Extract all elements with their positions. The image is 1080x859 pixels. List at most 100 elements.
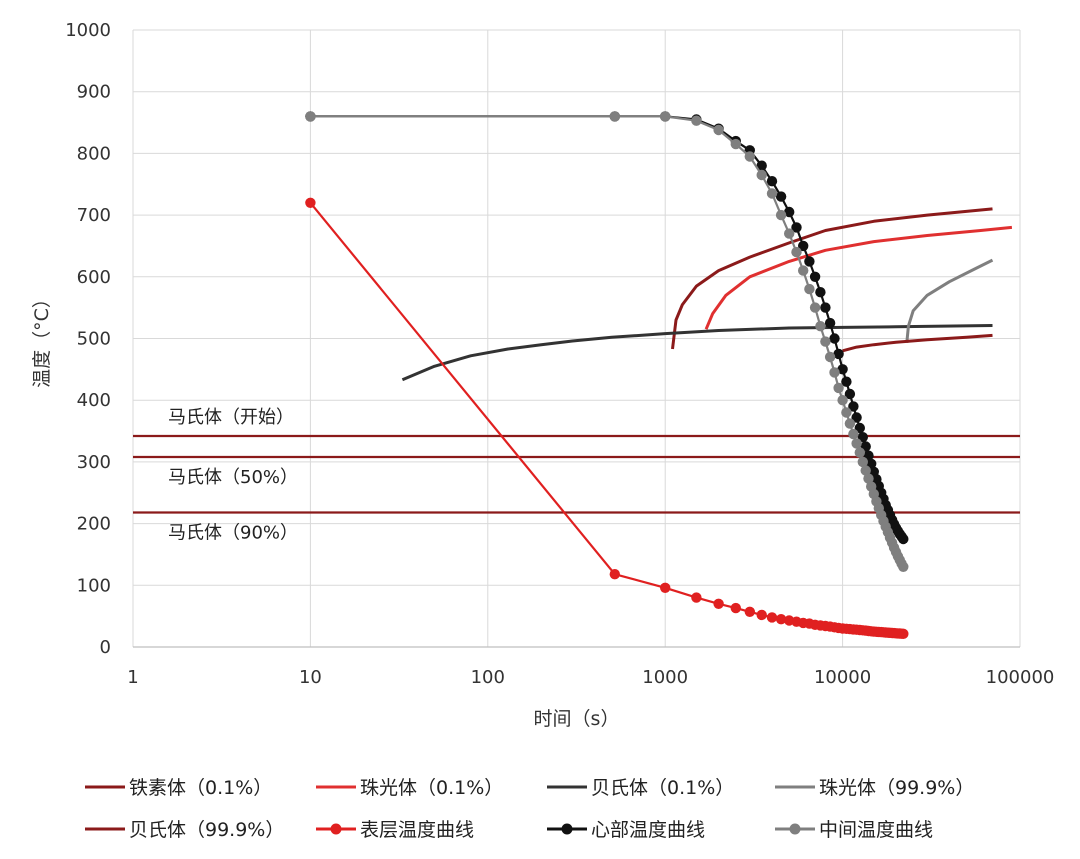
data-point [837,364,848,375]
data-point [851,438,862,449]
series-line [671,207,993,350]
data-point [844,418,856,429]
reference-line-label: 马氏体（90%） [168,522,298,543]
x-tick-label: 10000 [814,667,871,688]
legend-item: 表层温度曲线 [316,819,474,841]
data-point [820,302,831,313]
y-tick-label: 0 [100,637,111,658]
data-point [841,407,852,418]
data-point [609,569,620,580]
legend-item: 中间温度曲线 [775,819,933,841]
data-point [833,382,844,394]
data-point [824,317,836,329]
data-point [798,265,809,276]
data-point [305,197,316,208]
data-point [691,115,702,126]
data-point [804,256,815,267]
series-line [704,225,1013,330]
data-point [784,228,795,239]
legend-marker [330,823,342,835]
legend-label: 贝氏体（0.1%） [591,777,734,799]
series [305,111,909,545]
data-point [829,367,840,378]
x-tick-label: 100 [471,667,505,688]
legend-label: 心部温度曲线 [591,819,705,841]
y-tick-label: 400 [77,390,111,411]
data-point [837,395,848,406]
x-tick-label: 1000 [642,667,688,688]
legend-label: 铁素体（0.1%） [129,777,272,799]
data-point [804,283,815,295]
y-tick-label: 200 [77,514,111,535]
data-point [854,447,865,458]
y-tick-label: 100 [77,575,111,596]
data-point [660,582,671,593]
data-point [848,401,859,412]
data-point [775,209,787,221]
data-point [898,561,909,572]
data-point [744,151,755,162]
data-point [898,533,909,545]
legend-item: 珠光体（99.9%） [775,777,974,799]
legend: 铁素体（0.1%） 珠光体（0.1%） 贝氏体（0.1%） 珠光体（99.9%） 贝氏体… [85,777,974,841]
data-point [863,473,874,484]
series-layer [305,111,1013,639]
series-line [905,258,994,343]
data-point [730,602,741,614]
data-point [766,612,778,623]
series-line [842,333,993,353]
data-point [775,614,787,625]
reference-lines: 马氏体（开始） 马氏体（50%） 马氏体（90%） [133,407,1020,543]
x-axis-title: 时间（s） [534,708,620,730]
data-point [798,240,809,252]
legend-label: 中间温度曲线 [819,819,933,841]
data-point [844,388,856,400]
y-axis-title: 温度（°C） [31,289,53,388]
data-point [756,609,767,621]
legend-label: 贝氏体（99.9%） [129,819,284,841]
data-point [809,302,821,313]
data-point [848,428,859,440]
data-point [756,169,767,181]
series [842,333,993,353]
y-tick-label: 900 [77,82,111,103]
data-point [791,222,802,233]
data-point [815,287,826,298]
series [704,225,1013,330]
data-point [857,456,868,468]
data-point [609,111,620,122]
data-point [898,628,909,639]
y-tick-label: 800 [77,143,111,164]
data-point [841,376,852,387]
legend-label: 珠光体（0.1%） [360,777,503,799]
series [671,207,993,350]
data-point [713,124,724,136]
data-point [730,138,741,150]
data-point [815,321,826,332]
series [305,111,909,572]
series [905,258,994,343]
legend-item: 铁素体（0.1%） [85,777,272,799]
data-point [824,351,836,363]
y-tick-label: 1000 [65,20,111,41]
data-point [851,412,862,423]
legend-marker [561,823,573,835]
data-point [820,336,831,347]
y-tick-label: 500 [77,329,111,350]
data-point [809,271,821,282]
data-point [766,176,778,187]
data-point [784,206,795,218]
grid [132,29,1021,647]
data-point [713,598,724,609]
y-tick-label: 600 [77,267,111,288]
legend-item: 珠光体（0.1%） [316,777,503,799]
legend-item: 贝氏体（99.9%） [85,819,284,841]
data-point [791,246,802,258]
data-point [756,160,767,171]
data-point [691,592,702,603]
series-line [401,324,993,382]
data-point [744,606,755,617]
data-point [775,191,787,202]
legend-item: 贝氏体（0.1%） [547,777,734,799]
